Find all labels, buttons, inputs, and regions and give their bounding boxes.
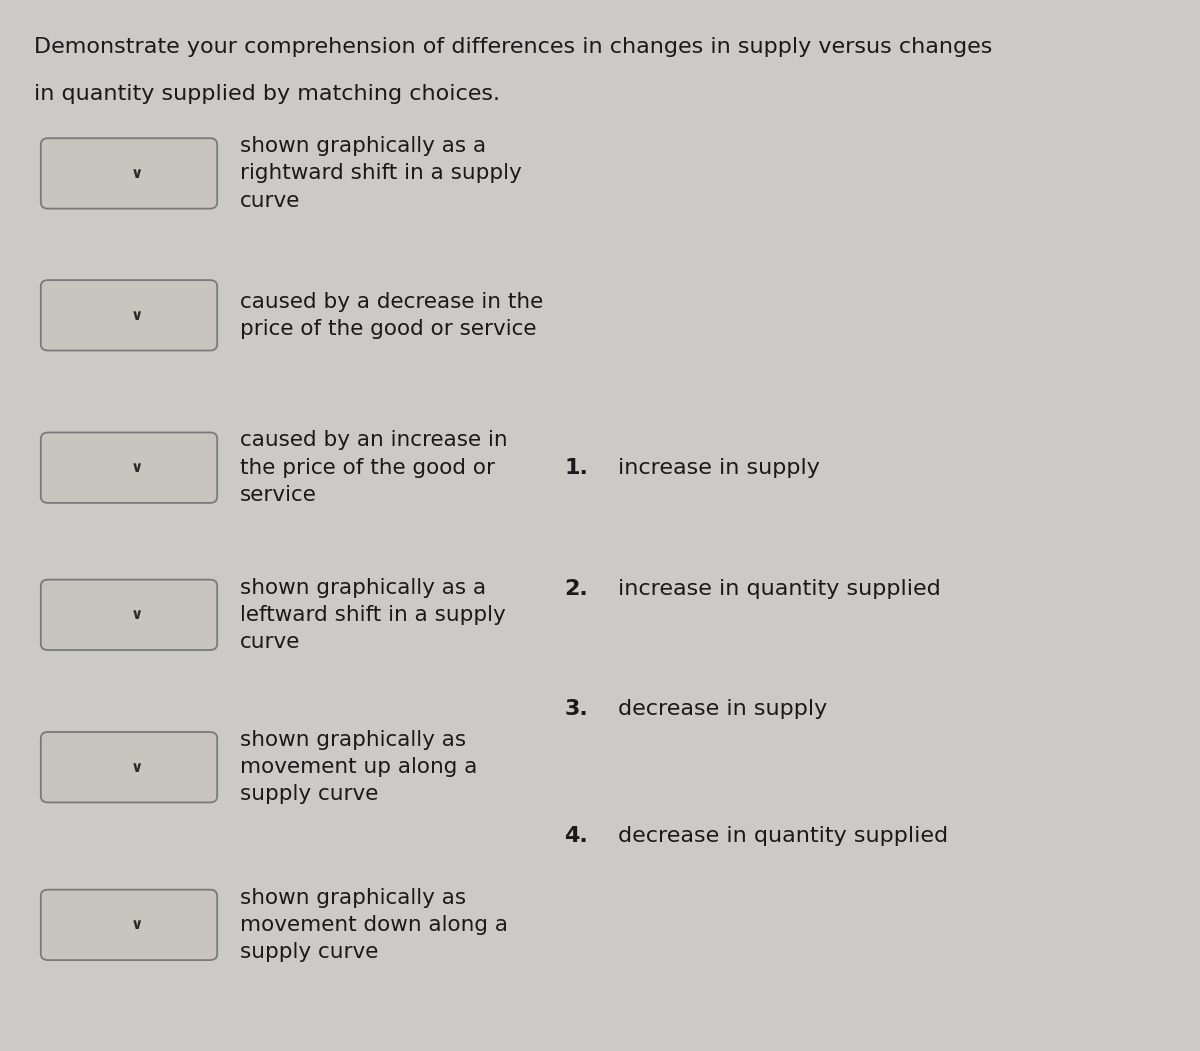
Text: caused by an increase in
the price of the good or
service: caused by an increase in the price of th… [240,431,508,504]
FancyBboxPatch shape [41,280,217,351]
Text: 2.: 2. [564,578,588,599]
Text: caused by a decrease in the
price of the good or service: caused by a decrease in the price of the… [240,292,544,338]
FancyBboxPatch shape [41,731,217,803]
Text: increase in supply: increase in supply [618,457,820,478]
Text: 4.: 4. [564,825,588,846]
Text: decrease in quantity supplied: decrease in quantity supplied [618,825,948,846]
FancyBboxPatch shape [41,889,217,961]
Text: increase in quantity supplied: increase in quantity supplied [618,578,941,599]
Text: shown graphically as a
leftward shift in a supply
curve: shown graphically as a leftward shift in… [240,578,505,652]
FancyBboxPatch shape [41,433,217,502]
Text: in quantity supplied by matching choices.: in quantity supplied by matching choices… [34,84,499,104]
Text: 3.: 3. [564,699,588,720]
FancyBboxPatch shape [41,580,217,650]
Text: shown graphically as
movement down along a
supply curve: shown graphically as movement down along… [240,888,508,962]
Text: ∨: ∨ [131,918,143,932]
FancyBboxPatch shape [41,138,217,208]
Text: 1.: 1. [564,457,588,478]
Text: ∨: ∨ [131,607,143,622]
Text: Demonstrate your comprehension of differences in changes in supply versus change: Demonstrate your comprehension of differ… [34,37,992,57]
Text: decrease in supply: decrease in supply [618,699,827,720]
Text: ∨: ∨ [131,460,143,475]
Text: ∨: ∨ [131,166,143,181]
Text: ∨: ∨ [131,308,143,323]
Text: shown graphically as
movement up along a
supply curve: shown graphically as movement up along a… [240,730,478,804]
Text: shown graphically as a
rightward shift in a supply
curve: shown graphically as a rightward shift i… [240,137,522,210]
Text: ∨: ∨ [131,760,143,775]
